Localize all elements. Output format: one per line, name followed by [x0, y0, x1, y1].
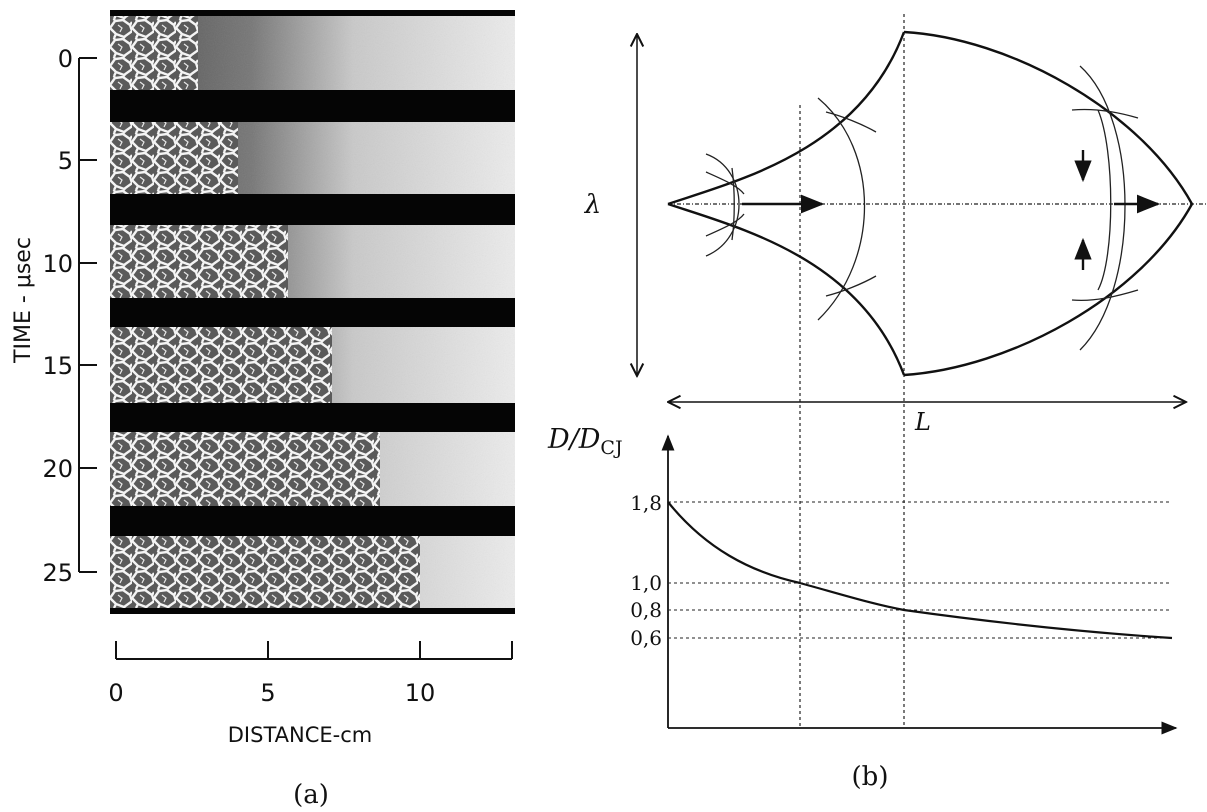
panel-b: λ L — [547, 14, 1207, 792]
velocity-plot: 1,8 1,0 0,8 0,6 D/DCJ — [547, 424, 1178, 735]
caption-a: (a) — [293, 780, 329, 810]
level-label: 1,8 — [630, 491, 662, 515]
distance-axis-label: DISTANCE-cm — [228, 723, 372, 747]
lambda-label: λ — [584, 190, 601, 220]
level-label: 0,6 — [630, 626, 662, 650]
plot-y-label-sub: CJ — [600, 437, 622, 459]
time-tick-label: 20 — [42, 455, 73, 483]
time-tick-label: 25 — [42, 559, 73, 587]
plot-y-label-main: D/D — [547, 424, 601, 455]
distance-tick-label: 5 — [260, 679, 275, 707]
level-label: 1,0 — [630, 571, 662, 595]
distance-tick-label: 10 — [405, 679, 436, 707]
plot-y-label: D/DCJ — [547, 424, 623, 459]
smoked-foil-photo — [110, 10, 515, 614]
length-label: L — [914, 408, 931, 436]
time-axis-label: TIME - μsec — [11, 237, 36, 364]
velocity-decay-curve — [667, 501, 1173, 640]
time-tick-label: 5 — [58, 147, 73, 175]
time-axis: 0 5 10 15 20 25 TIME - μsec — [11, 45, 97, 587]
panel-a: 0 5 10 15 20 25 TIME - μsec 0 5 10 DISTA… — [11, 10, 515, 810]
time-tick-label: 0 — [58, 45, 73, 73]
wave-fronts — [705, 65, 1139, 351]
caption-b: (b) — [852, 762, 889, 792]
time-tick-label: 15 — [42, 352, 73, 380]
level-label: 0,8 — [630, 598, 662, 622]
distance-axis: 0 5 10 DISTANCE-cm — [108, 641, 513, 747]
detonation-cell — [667, 30, 1194, 377]
distance-tick-label: 0 — [108, 679, 123, 707]
time-tick-label: 10 — [42, 250, 73, 278]
